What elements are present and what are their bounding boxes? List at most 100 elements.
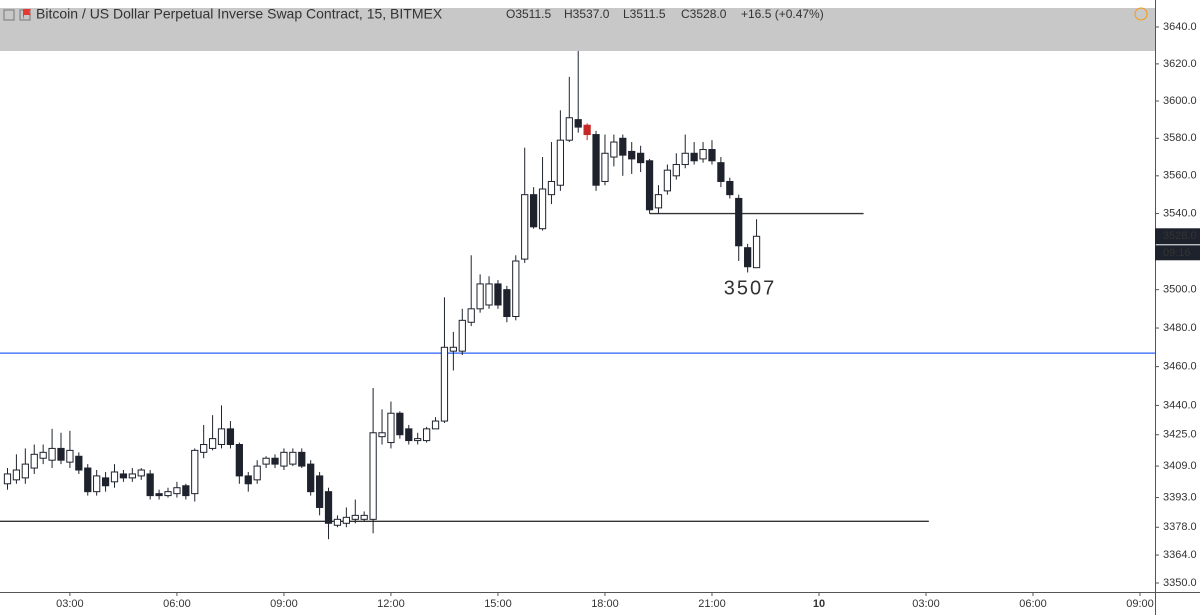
candle-body — [93, 475, 101, 493]
candle-body — [12, 469, 21, 481]
last-price-box — [1155, 228, 1200, 245]
candle-body — [405, 428, 413, 442]
y-tick-label: 3640.0 — [1163, 21, 1197, 33]
x-tick-label: 03:00 — [56, 598, 84, 610]
x-tick-label: 09:00 — [270, 598, 298, 610]
candle-body — [654, 194, 663, 209]
candle-body — [226, 428, 235, 446]
candle-body — [48, 447, 56, 461]
y-tick-label: 3620.0 — [1163, 58, 1197, 70]
x-tick-label: 06:00 — [1019, 598, 1047, 610]
candle-body — [458, 319, 466, 352]
candle-body — [752, 235, 761, 269]
candle-body — [521, 194, 529, 260]
candle-body — [173, 487, 181, 495]
candle-body — [3, 473, 12, 485]
candle-body — [681, 152, 689, 166]
x-tick-label: 21:00 — [698, 598, 726, 610]
candle-body — [726, 180, 734, 196]
candle-body — [164, 491, 172, 497]
y-tick-label: 3440.0 — [1163, 399, 1197, 411]
candle-body — [735, 197, 743, 247]
countdown-box — [1155, 245, 1200, 261]
candle-body — [565, 117, 573, 141]
ohlc-high: H3537.0 — [564, 7, 610, 21]
candle-body — [422, 428, 431, 442]
candle-body — [637, 152, 645, 164]
ohlc-close: C3528.0 — [681, 7, 727, 21]
x-tick-label: 15:00 — [484, 598, 512, 610]
countdown: 09:16 — [1163, 247, 1191, 259]
candle-body — [280, 451, 288, 467]
ohlc-open: O3511.5 — [506, 7, 551, 21]
candle-body — [396, 412, 404, 436]
y-tick-label: 3350.0 — [1163, 577, 1197, 589]
y-tick-label: 3500.0 — [1163, 284, 1197, 296]
header-band — [0, 8, 1155, 51]
y-tick-label: 3540.0 — [1163, 207, 1197, 219]
candle-body — [503, 289, 511, 317]
candle-body — [208, 438, 217, 449]
candle-body — [57, 447, 65, 461]
ohlc-low: L3511.5 — [623, 7, 666, 21]
y-tick-label: 3580.0 — [1163, 132, 1197, 144]
candle-body — [30, 453, 38, 469]
y-tick-label: 3364.0 — [1163, 549, 1197, 561]
candle-body — [672, 164, 680, 177]
candle-body — [137, 469, 145, 477]
y-tick-label: 3393.0 — [1163, 491, 1197, 503]
candle-body — [663, 169, 672, 192]
y-tick-label: 3480.0 — [1163, 322, 1197, 334]
candle-body — [619, 137, 627, 156]
candle-body — [298, 451, 306, 467]
candle-body — [101, 477, 110, 487]
candle-body — [628, 150, 636, 160]
candle-body — [449, 346, 457, 352]
candle-body — [351, 514, 359, 520]
candle-body — [289, 451, 297, 465]
candle-body — [699, 149, 707, 160]
y-tick-label: 3409.0 — [1163, 460, 1197, 472]
candle-body — [253, 465, 261, 481]
axes: 3350.0 3364.0 3378.0 3393.0 3409.0 3425.0 3440… — [56, 21, 1200, 610]
candle-body — [378, 432, 386, 438]
last-price-label: 3528.0 — [1163, 230, 1197, 242]
candle-body — [235, 444, 243, 477]
candle-body — [583, 124, 591, 136]
candle-body — [467, 308, 475, 323]
candle-body — [476, 283, 484, 310]
plot-area — [0, 45, 1155, 540]
candle-body — [155, 493, 163, 497]
candle-body — [110, 471, 119, 483]
candle-body — [690, 152, 698, 162]
candle-body — [217, 428, 226, 446]
candle-body — [440, 346, 449, 422]
candle-body — [717, 162, 725, 182]
y-tick-label: 3425.0 — [1163, 429, 1197, 441]
candle-body — [315, 475, 324, 508]
candle-body — [128, 473, 136, 479]
candle-body — [262, 457, 270, 465]
candle-body — [494, 283, 502, 306]
x-tick-label: 12:00 — [377, 598, 405, 610]
ohlc-change: +16.5 (+0.47%) — [741, 7, 824, 21]
candle-body — [271, 457, 279, 465]
candle-body — [592, 134, 600, 186]
x-tick-label: 09:00 — [1126, 598, 1154, 610]
alert-icon[interactable] — [1134, 7, 1148, 21]
x-tick-label: 10 — [813, 598, 825, 610]
candle-body — [547, 180, 556, 196]
candle-body — [146, 473, 154, 497]
y-tick-label: 3600.0 — [1163, 95, 1197, 107]
candle-body — [75, 455, 83, 471]
chart-title: Bitcoin / US Dollar Perpetual Inverse Sw… — [36, 6, 443, 22]
candle-body — [200, 444, 208, 453]
candle-body — [708, 149, 716, 162]
candle-body — [574, 119, 582, 128]
candle-body — [414, 438, 422, 442]
candle-body — [369, 432, 377, 520]
candle-body — [610, 141, 618, 158]
candle-body — [191, 449, 199, 495]
annotation: 3507 — [724, 277, 777, 299]
